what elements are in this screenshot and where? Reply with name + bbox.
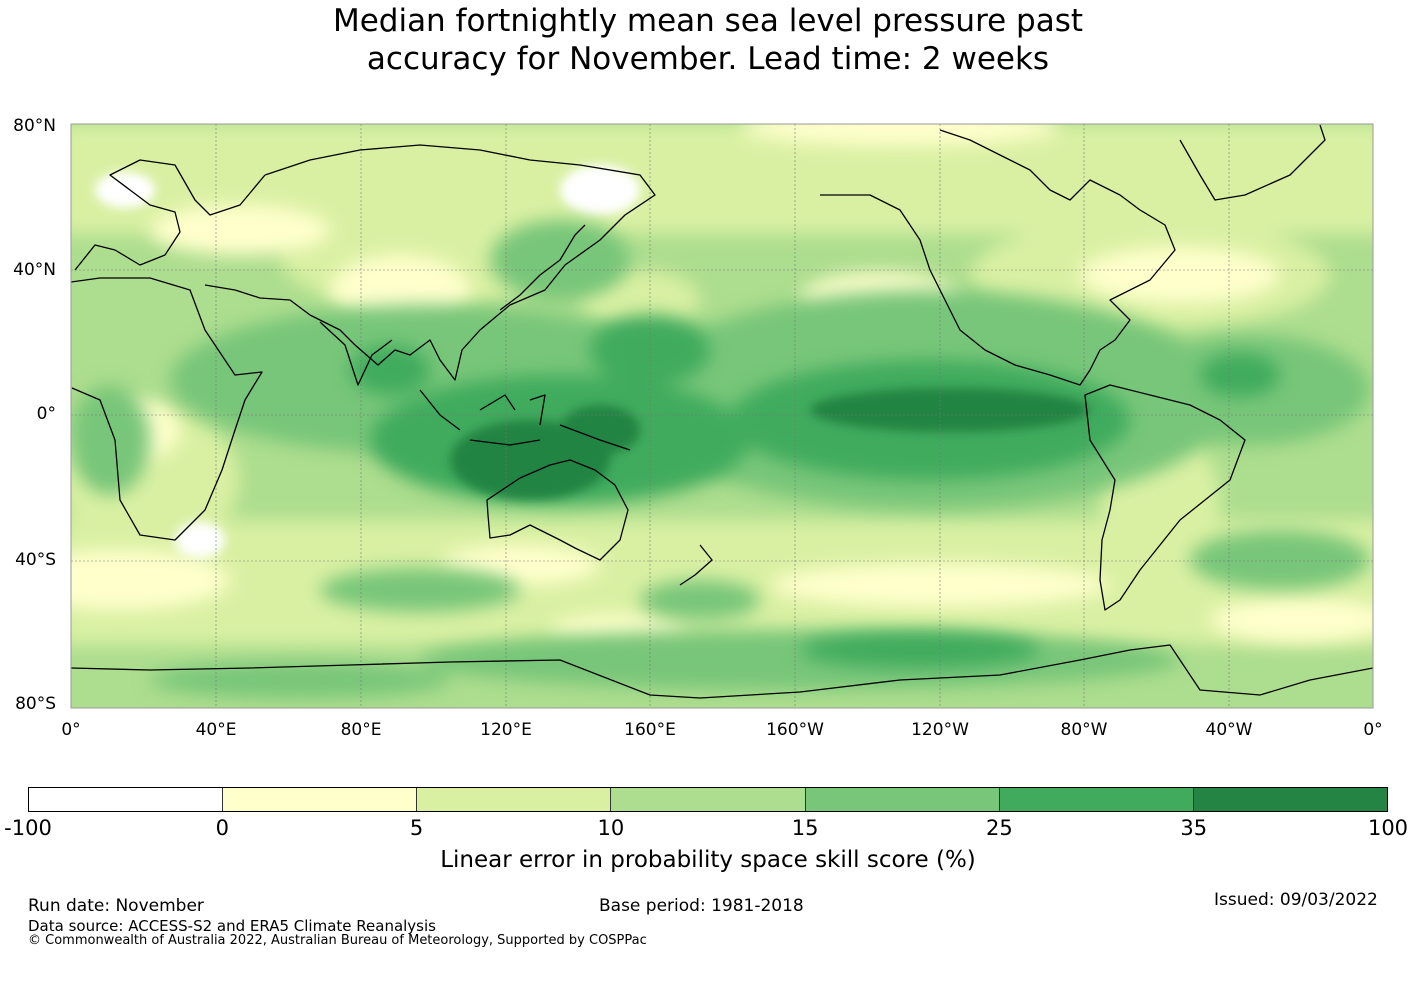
coastline-new-zealand xyxy=(679,544,713,586)
data-source: Data source: ACCESS-S2 and ERA5 Climate … xyxy=(28,917,436,935)
colorbar-tick-0: -100 xyxy=(4,816,52,840)
colorbar xyxy=(28,787,1388,812)
colorbar-tick-4: 15 xyxy=(791,816,819,840)
colorbar-segment-4 xyxy=(805,788,1000,811)
colorbar-label: Linear error in probability space skill … xyxy=(440,847,976,873)
coastline-japan xyxy=(499,224,586,311)
colorbar-tick-2: 5 xyxy=(409,816,424,840)
colorbar-tick-6: 35 xyxy=(1180,816,1208,840)
lat-label-80s: 80°S xyxy=(15,694,56,714)
coastline-south-america xyxy=(1084,384,1246,611)
lon-label-40w: 40°W xyxy=(1205,720,1253,740)
coastline-antarctica xyxy=(71,644,1373,699)
lon-label-80w: 80°W xyxy=(1060,720,1108,740)
colorbar-tick-1: 0 xyxy=(215,816,229,840)
colorbar-segment-2 xyxy=(417,788,612,811)
lon-label-120e: 120°E xyxy=(480,720,532,740)
colorbar-segment-1 xyxy=(223,788,418,811)
lon-label-160e: 160°E xyxy=(624,720,676,740)
skill-field xyxy=(71,124,1373,708)
coastlines xyxy=(71,124,1373,699)
colorbar-segment-3 xyxy=(611,788,806,811)
map-frame xyxy=(70,123,1374,709)
coastline-indonesia xyxy=(419,389,631,451)
lon-label-80e: 80°E xyxy=(340,720,382,740)
lon-label-40e: 40°E xyxy=(195,720,237,740)
lat-label-0: 0° xyxy=(36,404,56,424)
map-title-line2: accuracy for November. Lead time: 2 week… xyxy=(366,41,1050,77)
coastline-europe xyxy=(74,159,266,271)
coastline-australia xyxy=(486,459,629,561)
gridlines xyxy=(71,124,1373,708)
map-title: Median fortnightly mean sea level pressu… xyxy=(0,2,1416,78)
lon-label-0-right: 0° xyxy=(1363,720,1383,740)
colorbar-tick-7: 100 xyxy=(1367,816,1409,840)
coastline-north-america xyxy=(820,129,1176,386)
lon-label-120w: 120°W xyxy=(911,720,969,740)
coastline-asia xyxy=(204,144,656,381)
issued-date: Issued: 09/03/2022 xyxy=(1214,890,1378,910)
colorbar-segment-0 xyxy=(29,788,224,811)
lon-label-160w: 160°W xyxy=(766,720,824,740)
lat-label-40n: 40°N xyxy=(13,260,56,280)
coastline-africa xyxy=(71,277,263,541)
map-title-line1: Median fortnightly mean sea level pressu… xyxy=(332,3,1084,39)
colorbar-segment-6 xyxy=(1193,788,1387,811)
copyright: © Commonwealth of Australia 2022, Austra… xyxy=(28,933,647,948)
lon-label-0-left: 0° xyxy=(61,720,81,740)
base-period: Base period: 1981-2018 xyxy=(599,896,804,916)
run-date: Run date: November xyxy=(28,896,204,916)
lat-label-40s: 40°S xyxy=(15,550,56,570)
colorbar-segment-5 xyxy=(999,788,1194,811)
coastline-india xyxy=(319,321,393,386)
lat-label-80n: 80°N xyxy=(13,116,56,136)
colorbar-tick-5: 25 xyxy=(986,816,1013,840)
coastline-greenland xyxy=(1179,124,1326,201)
colorbar-tick-3: 10 xyxy=(597,816,625,840)
